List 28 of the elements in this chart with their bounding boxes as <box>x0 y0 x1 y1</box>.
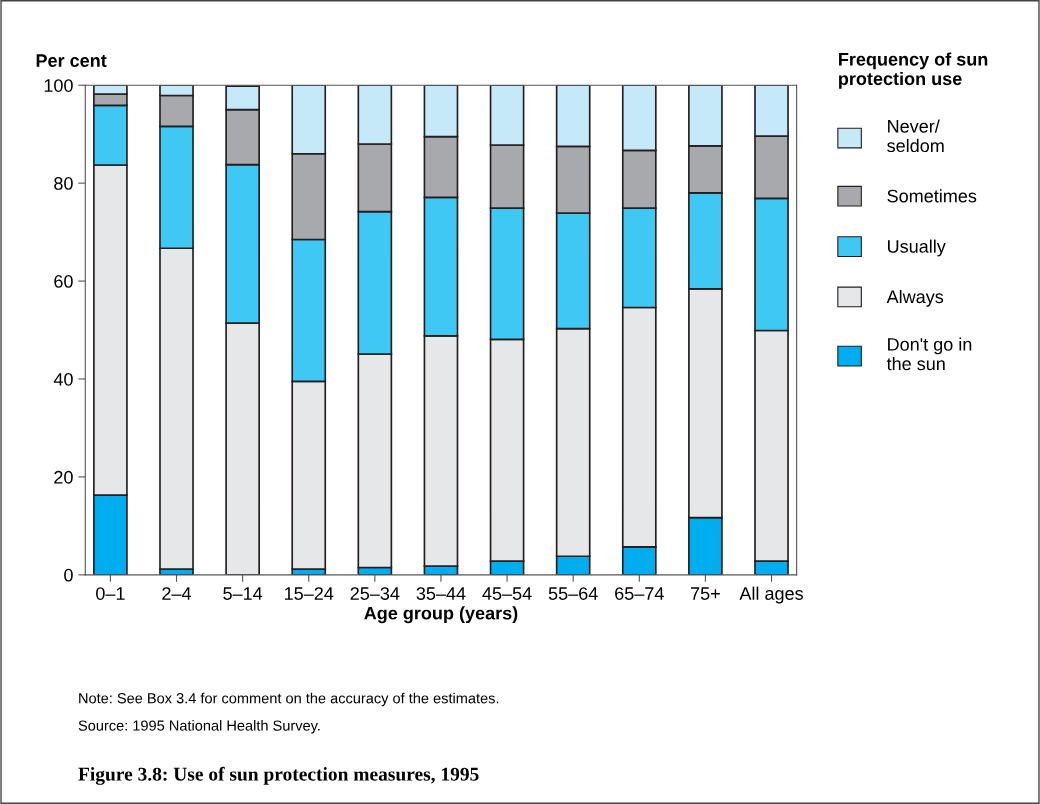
y-tick-label: 20 <box>54 470 73 484</box>
legend-label: Always <box>886 289 944 307</box>
y-tick-label: 40 <box>53 372 73 386</box>
y-tick-label: 80 <box>54 177 73 190</box>
source-note: Source: 1995 National Health Survey. <box>78 720 320 734</box>
x-tick-label: 15–24 <box>285 587 334 600</box>
legend-title: Frequency of sun protection use <box>839 52 988 89</box>
text: Figure 3.8: Use of sun protection measures, 1995 <box>78 766 479 785</box>
y-tick-label: 0 <box>64 568 73 582</box>
text: Note: See Box 3.4 for comment on the accuracy of the estimates. <box>79 692 499 707</box>
legend-label: Usually <box>887 239 946 257</box>
x-tick-label: 35–44 <box>416 587 466 600</box>
x-tick-label: 25–34 <box>350 587 400 600</box>
x-tick-label: 75+ <box>691 587 720 600</box>
x-tick-label: 55–64 <box>548 587 598 600</box>
y-axis-title: Per cent <box>36 54 107 67</box>
x-tick-label: All ages <box>739 586 803 604</box>
x-tick-label: 5–14 <box>223 587 263 600</box>
x-tick-label: 65–74 <box>615 587 664 600</box>
legend-label: Sometimes <box>887 189 977 203</box>
legend-label: Never/ seldom <box>887 119 944 153</box>
x-tick-label: 2–4 <box>162 587 192 600</box>
legend-label: Don't go in the sun <box>886 337 972 371</box>
x-tick-label: 45–54 <box>482 587 532 600</box>
x-tick-label: 0–1 <box>96 587 125 600</box>
y-tick-label: 100 <box>44 79 73 92</box>
x-axis-title: Age group (years) <box>364 606 518 624</box>
y-tick-label: 60 <box>54 275 73 288</box>
